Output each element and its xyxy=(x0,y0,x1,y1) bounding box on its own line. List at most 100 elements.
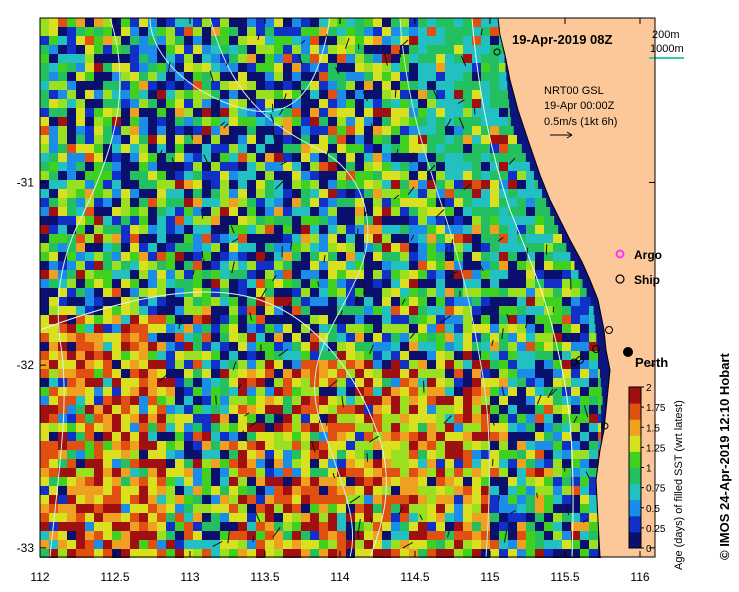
sst-pixel xyxy=(328,549,337,558)
sst-pixel xyxy=(355,423,364,432)
sst-pixel xyxy=(238,189,247,198)
sst-pixel xyxy=(94,414,103,423)
sst-pixel xyxy=(544,513,553,522)
sst-pixel xyxy=(535,306,544,315)
current-vector xyxy=(506,313,510,322)
sst-pixel xyxy=(355,459,364,468)
sst-pixel xyxy=(67,216,76,225)
sst-pixel xyxy=(382,18,391,27)
sst-pixel xyxy=(355,432,364,441)
sst-pixel xyxy=(274,162,283,171)
sst-pixel xyxy=(328,243,337,252)
sst-pixel xyxy=(157,207,166,216)
sst-pixel xyxy=(499,432,508,441)
sst-pixel xyxy=(481,36,490,45)
current-vectors xyxy=(156,28,590,549)
sst-pixel xyxy=(373,261,382,270)
sst-pixel xyxy=(67,486,76,495)
sst-pixel xyxy=(301,261,310,270)
sst-pixel xyxy=(310,198,319,207)
sst-pixel xyxy=(454,513,463,522)
sst-pixel xyxy=(40,63,49,72)
sst-pixel xyxy=(40,423,49,432)
sst-pixel xyxy=(130,90,139,99)
sst-pixel xyxy=(544,342,553,351)
sst-pixel xyxy=(76,171,85,180)
sst-pixel xyxy=(409,18,418,27)
sst-pixel xyxy=(310,252,319,261)
sst-pixel xyxy=(256,207,265,216)
sst-pixel xyxy=(301,324,310,333)
sst-pixel xyxy=(562,450,571,459)
sst-pixel xyxy=(103,351,112,360)
sst-pixel xyxy=(580,432,589,441)
sst-pixel xyxy=(391,162,400,171)
sst-pixel xyxy=(463,414,472,423)
sst-pixel xyxy=(148,270,157,279)
sst-pixel xyxy=(490,495,499,504)
sst-pixel xyxy=(49,99,58,108)
sst-pixel xyxy=(256,459,265,468)
current-vector xyxy=(325,413,328,426)
sst-pixel xyxy=(40,36,49,45)
sst-pixel xyxy=(490,288,499,297)
sst-pixel xyxy=(238,99,247,108)
sst-pixel xyxy=(355,144,364,153)
sst-pixel xyxy=(202,513,211,522)
sst-pixel xyxy=(193,333,202,342)
sst-pixel xyxy=(364,216,373,225)
sst-pixel xyxy=(148,243,157,252)
sst-pixel xyxy=(103,396,112,405)
sst-pixel xyxy=(391,189,400,198)
sst-pixel xyxy=(283,522,292,531)
sst-pixel xyxy=(400,189,409,198)
sst-pixel xyxy=(58,288,67,297)
sst-pixel xyxy=(85,540,94,549)
sst-pixel xyxy=(346,333,355,342)
sst-pixel xyxy=(526,315,535,324)
sst-pixel xyxy=(535,216,544,225)
sst-pixel xyxy=(310,351,319,360)
sst-pixel xyxy=(382,216,391,225)
sst-pixel xyxy=(301,306,310,315)
sst-pixel xyxy=(472,378,481,387)
sst-pixel xyxy=(85,486,94,495)
sst-pixel xyxy=(238,486,247,495)
sst-pixel xyxy=(301,414,310,423)
sst-pixel xyxy=(355,531,364,540)
sst-pixel xyxy=(445,468,454,477)
sst-pixel xyxy=(382,36,391,45)
sst-pixel xyxy=(301,513,310,522)
sst-pixel xyxy=(103,252,112,261)
sst-pixel xyxy=(256,45,265,54)
sst-pixel xyxy=(166,207,175,216)
sst-pixel xyxy=(103,513,112,522)
sst-pixel xyxy=(94,378,103,387)
sst-pixel xyxy=(292,423,301,432)
sst-pixel xyxy=(526,288,535,297)
sst-pixel xyxy=(490,522,499,531)
sst-pixel xyxy=(544,495,553,504)
sst-pixel xyxy=(211,252,220,261)
sst-pixel xyxy=(121,225,130,234)
sst-pixel xyxy=(373,198,382,207)
sst-pixel xyxy=(85,99,94,108)
sst-pixel xyxy=(544,234,553,243)
sst-pixel xyxy=(148,90,157,99)
sst-pixel xyxy=(238,117,247,126)
sst-pixel xyxy=(265,99,274,108)
sst-pixel xyxy=(193,477,202,486)
sst-pixel xyxy=(409,495,418,504)
sst-pixel xyxy=(445,198,454,207)
sst-pixel xyxy=(130,198,139,207)
sst-pixel xyxy=(337,261,346,270)
sst-pixel xyxy=(283,162,292,171)
sst-pixel xyxy=(283,288,292,297)
sst-pixel xyxy=(346,306,355,315)
sst-pixel xyxy=(445,486,454,495)
sst-pixel xyxy=(445,315,454,324)
current-vector xyxy=(167,61,171,73)
sst-pixel xyxy=(364,207,373,216)
sst-pixel xyxy=(463,423,472,432)
sst-pixel xyxy=(517,351,526,360)
